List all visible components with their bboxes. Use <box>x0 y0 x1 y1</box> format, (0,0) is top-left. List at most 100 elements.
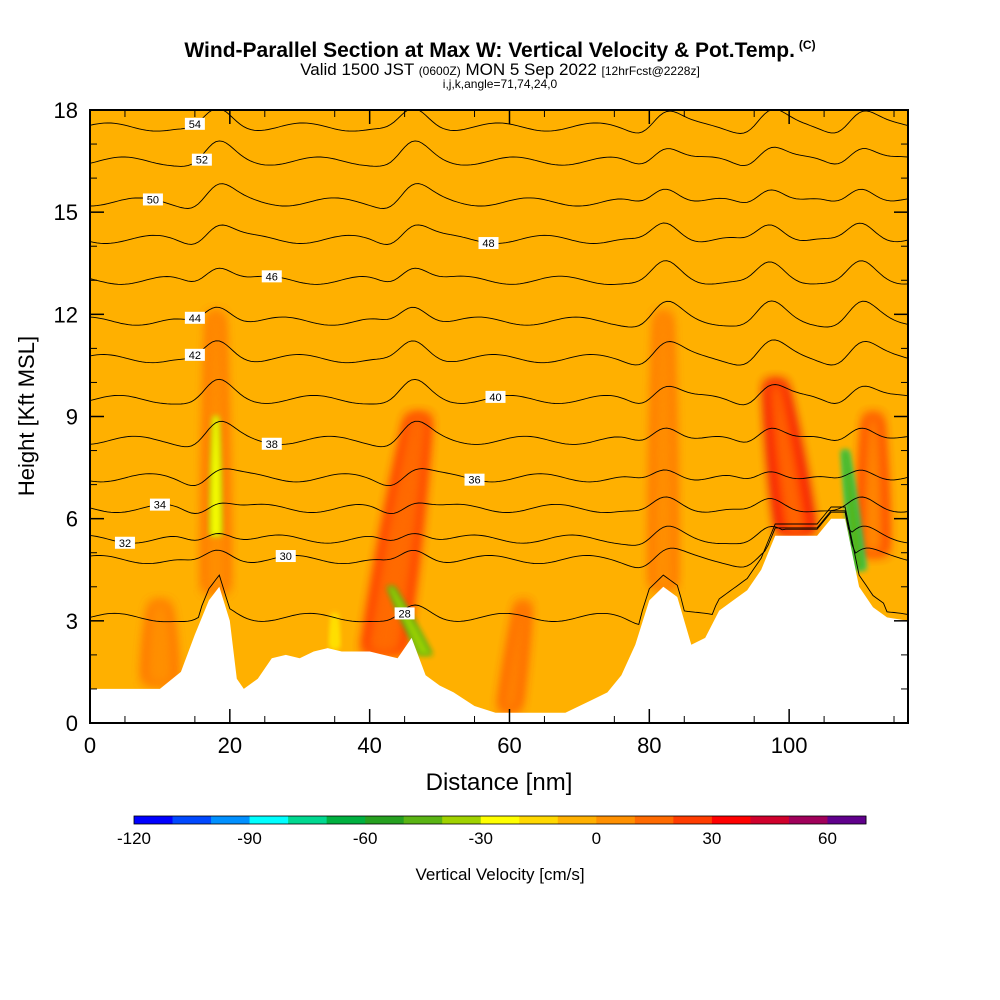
y-tick-label-18: 18 <box>54 98 78 123</box>
contour-label-bg-42 <box>184 348 205 361</box>
contour-label-bg-48 <box>478 237 499 250</box>
colorbar-tick-label--60: -60 <box>353 829 378 848</box>
updraft-plume-5-layer-3 <box>504 603 527 710</box>
colorbar-tick-label--90: -90 <box>237 829 262 848</box>
contour-label-bg-38 <box>261 437 282 450</box>
y-tick-label-9: 9 <box>66 405 78 430</box>
vertical-velocity-plumes <box>144 314 886 710</box>
contour-32 <box>90 511 908 546</box>
valid-time: Valid 1500 JST <box>300 60 414 79</box>
contour-label-48: 48 <box>482 238 494 250</box>
x-tick-label-20: 20 <box>218 733 242 758</box>
colorbar: -120 -90 -60 -30 0 30 60 <box>117 815 867 848</box>
colorbar-tick-label-0: 0 <box>592 829 601 848</box>
colorbar-cell-50 <box>788 816 828 824</box>
contour-48 <box>90 222 908 245</box>
updraft-plume-4-layer-3 <box>865 416 881 553</box>
colorbar-cell-60 <box>827 816 867 824</box>
colorbar-cell--60 <box>365 816 405 824</box>
colorbar-cell-20 <box>673 816 713 824</box>
chart-subtitle: Valid 1500 JST (0600Z) MON 5 Sep 2022 [1… <box>0 60 1000 80</box>
contour-38 <box>90 420 908 448</box>
x-axis-label: Distance [nm] <box>426 769 573 796</box>
terrain <box>90 518 908 723</box>
contour-34 <box>90 496 908 515</box>
contour-46 <box>90 260 908 285</box>
contour-label-bg-54 <box>184 117 205 130</box>
x-tick-label-40: 40 <box>357 733 381 758</box>
grid-indices: i,j,k,angle=71,74,24,0 <box>442 77 558 91</box>
contour-label-54: 54 <box>189 119 201 131</box>
x-tick-label-60: 60 <box>497 733 521 758</box>
contour-label-38: 38 <box>266 439 278 451</box>
x-tick-label-80: 80 <box>637 733 661 758</box>
contour-label-bg-40 <box>485 390 506 403</box>
contour-label-44: 44 <box>189 313 201 325</box>
colorbar-cell--70 <box>326 816 366 824</box>
colorbar-label: Vertical Velocity [cm/s] <box>415 865 584 884</box>
contour-labels: 28 30 32 34 36 38 40 42 44 46 48 50 52 54 <box>114 117 506 620</box>
colorbar-cell--120 <box>134 816 174 824</box>
valid-date: MON 5 Sep 2022 <box>465 60 597 79</box>
downdraft-plume-2-layer-1 <box>842 450 866 570</box>
contour-label-52: 52 <box>196 155 208 167</box>
x-axis: 0 20 40 60 80 100 <box>84 110 895 758</box>
contour-label-bg-32 <box>114 536 135 549</box>
contour-label-bg-52 <box>191 153 212 166</box>
colorbar-tick-label-30: 30 <box>702 829 721 848</box>
colorbar-cell--30 <box>480 816 520 824</box>
colorbar-tick-label-60: 60 <box>818 829 837 848</box>
contour-label-bg-28 <box>394 607 415 620</box>
contour-30 <box>90 510 908 569</box>
y-tick-label-0: 0 <box>66 711 78 736</box>
contour-label-bg-50 <box>142 193 163 206</box>
contour-44 <box>90 300 908 328</box>
colorbar-cell--90 <box>249 816 289 824</box>
contour-label-50: 50 <box>147 194 159 206</box>
contour-label-34: 34 <box>154 500 166 512</box>
contour-label-30: 30 <box>280 551 292 563</box>
colorbar-cell--20 <box>519 816 559 824</box>
contour-label-bg-44 <box>184 311 205 324</box>
contour-52 <box>90 140 908 167</box>
updraft-plume-1-layer-3 <box>371 416 425 652</box>
contour-label-46: 46 <box>266 271 278 283</box>
downdraft-plume-1-layer-1 <box>387 586 432 655</box>
contour-label-bg-36 <box>464 473 485 486</box>
colorbar-cell-10 <box>634 816 674 824</box>
updraft-plume-2-layer-3 <box>656 314 671 587</box>
contour-label-36: 36 <box>468 475 480 487</box>
contour-28 <box>90 506 908 625</box>
contour-label-bg-34 <box>149 498 170 511</box>
copyright-mark: (C) <box>798 38 816 52</box>
colorbar-cell-40 <box>750 816 790 824</box>
y-axis-label: Height [Kft MSL] <box>14 336 39 496</box>
colorbar-frame <box>133 815 867 825</box>
colorbar-cell-0 <box>596 816 636 824</box>
y-tick-label-6: 6 <box>66 507 78 532</box>
colorbar-cell-30 <box>711 816 751 824</box>
y-tick-label-15: 15 <box>54 200 78 225</box>
contour-label-bg-30 <box>275 550 296 563</box>
contour-label-bg-46 <box>261 270 282 283</box>
contour-36 <box>90 468 908 487</box>
contour-42 <box>90 339 908 366</box>
x-tick-label-0: 0 <box>84 733 96 758</box>
contour-label-42: 42 <box>189 350 201 362</box>
contour-label-28: 28 <box>398 608 410 620</box>
colorbar-cell--110 <box>172 816 212 824</box>
colorbar-tick-label--120: -120 <box>117 829 151 848</box>
contour-54 <box>90 110 908 134</box>
chart-title-text: Wind-Parallel Section at Max W: Vertical… <box>184 39 795 62</box>
colorbar-cell--80 <box>288 816 328 824</box>
potential-temperature-contours <box>90 110 908 625</box>
contour-label-40: 40 <box>489 392 501 404</box>
downdraft-plume-3-layer-1 <box>331 614 339 649</box>
colorbar-cell--50 <box>403 816 443 824</box>
colorbar-cell--100 <box>211 816 251 824</box>
updraft-plume-6-layer-3 <box>150 603 170 683</box>
y-tick-label-3: 3 <box>66 609 78 634</box>
contour-50 <box>90 183 908 209</box>
